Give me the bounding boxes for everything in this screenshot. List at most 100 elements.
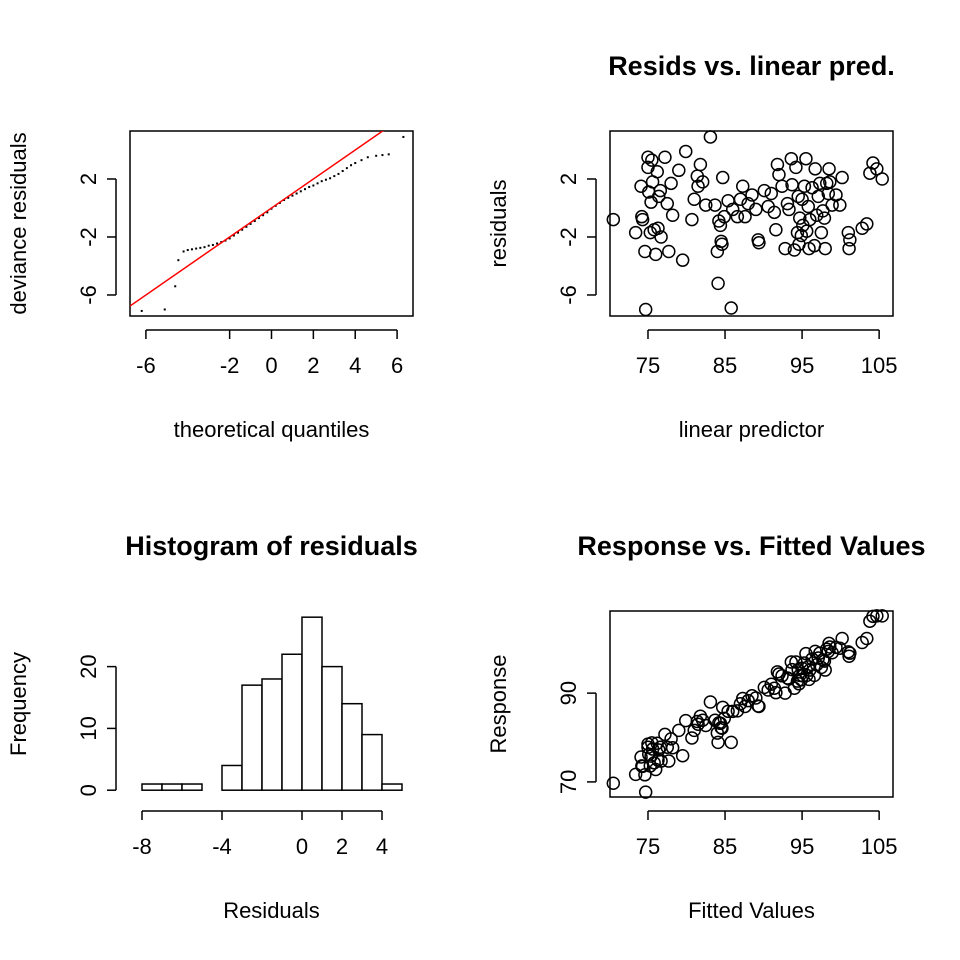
bar [281,653,303,791]
point [784,655,799,669]
bar [221,764,243,791]
point [703,695,718,709]
point [678,144,693,159]
point [350,164,353,167]
point [207,244,210,247]
point [645,736,659,750]
y-tick-label: -6 [76,285,101,305]
y-tick-label: 2 [556,173,581,185]
plot-box [609,610,894,798]
point [730,704,745,718]
chart-title: Histogram of residuals [125,531,418,561]
point [287,196,290,199]
point [699,198,713,212]
x-tick-label: -4 [212,834,232,859]
y-tick-label: 70 [556,770,581,794]
point [241,228,244,231]
point [228,237,231,240]
point [803,212,817,227]
point [177,259,180,262]
bar [381,783,403,791]
point [345,167,348,170]
point [725,704,740,719]
point [199,246,202,249]
point [635,212,650,227]
point [329,177,332,180]
point [833,198,847,212]
point [652,189,666,204]
plot-box [609,130,894,317]
point [778,241,792,256]
point [675,748,690,763]
point [715,170,730,185]
x-tick-label: 85 [713,834,737,859]
point [715,721,729,735]
x-tick-label: 6 [391,353,403,378]
bar [241,684,263,791]
point [736,179,750,193]
point [801,199,815,214]
bar [161,783,183,791]
point [675,253,690,267]
point [770,157,785,172]
point [807,668,822,683]
point [822,162,836,176]
point [870,609,884,623]
x-tick-label: 0 [296,834,308,859]
point [764,186,779,201]
point [650,164,664,179]
point [860,217,874,231]
point [628,225,643,240]
point [808,162,822,176]
point [299,190,302,193]
chart-title: Resids vs. linear pred. [608,51,895,81]
bar [361,733,383,791]
point [308,185,311,188]
point [823,175,837,189]
point [818,241,832,256]
point [634,179,648,193]
x-tick-label: 75 [636,353,660,378]
x-tick-label: 4 [349,353,361,378]
point [811,189,826,204]
point [295,192,298,195]
point [795,192,809,207]
point [685,731,699,745]
point [664,176,678,191]
point [606,776,621,790]
point [660,740,674,755]
point [654,230,668,244]
point [665,208,680,222]
y-tick-label: -2 [556,227,581,247]
point [733,192,748,207]
point [366,156,369,159]
point [835,170,849,185]
point [638,302,653,317]
point [841,645,856,659]
point [354,162,357,165]
point [752,699,766,714]
point [841,225,856,240]
point [232,234,235,237]
y-tick-label: 90 [556,681,581,705]
point [316,182,319,185]
point [312,184,315,187]
point [797,179,812,193]
point [860,631,874,646]
point [818,663,832,677]
point [638,785,653,799]
y-axis-label: residuals [486,179,511,267]
y-tick-label: 0 [76,784,101,796]
point [691,179,705,193]
point [662,754,676,768]
point [738,209,752,224]
point [216,242,219,245]
panel: Resids vs. linear pred. linear predictor r… [486,51,898,442]
point [843,233,857,247]
point [647,756,661,770]
point [724,735,738,750]
point [387,153,390,156]
point [658,150,672,164]
x-axis-label: linear predictor [679,417,825,442]
point [641,150,655,164]
